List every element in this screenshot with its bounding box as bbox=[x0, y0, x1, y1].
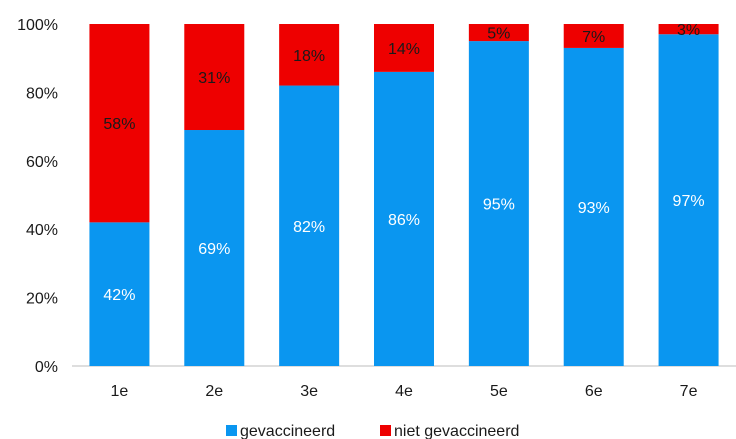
bar-segment-gevaccineerd bbox=[374, 71, 434, 366]
y-tick-label: 40% bbox=[26, 222, 58, 239]
x-tick-label: 3e bbox=[300, 383, 318, 400]
x-tick-label: 1e bbox=[111, 383, 129, 400]
bar-segment-niet-gevaccineerd bbox=[374, 24, 434, 72]
y-tick-label: 60% bbox=[26, 154, 58, 171]
bar-segment-gevaccineerd bbox=[563, 47, 624, 366]
bar-segment-gevaccineerd bbox=[468, 41, 529, 366]
y-tick-label: 100% bbox=[17, 17, 58, 34]
data-label: 95% bbox=[483, 197, 515, 214]
x-tick-label: 5e bbox=[490, 383, 508, 400]
legend: gevaccineerd niet gevaccineerd bbox=[226, 423, 519, 439]
data-label: 58% bbox=[103, 116, 135, 133]
bar-segment-niet-gevaccineerd bbox=[279, 24, 340, 86]
bar-segment-niet-gevaccineerd bbox=[89, 24, 150, 223]
x-tick-label: 7e bbox=[680, 383, 698, 400]
y-tick-label: 20% bbox=[26, 291, 58, 308]
bar-segment-niet-gevaccineerd bbox=[184, 24, 245, 131]
bar-segment-niet-gevaccineerd bbox=[563, 24, 624, 48]
y-tick-label: 80% bbox=[26, 85, 58, 102]
data-label: 69% bbox=[198, 241, 230, 258]
data-label: 3% bbox=[677, 22, 700, 39]
bar-segment-gevaccineerd bbox=[89, 222, 150, 366]
data-label: 5% bbox=[487, 26, 510, 43]
data-label: 93% bbox=[578, 200, 610, 217]
legend-label: gevaccineerd bbox=[240, 423, 335, 439]
x-tick-label: 4e bbox=[395, 383, 413, 400]
data-label: 42% bbox=[103, 287, 135, 304]
bar-segment-niet-gevaccineerd bbox=[658, 24, 719, 35]
bar-segment-gevaccineerd bbox=[279, 85, 340, 366]
legend-swatch bbox=[226, 425, 237, 436]
y-tick-label: 0% bbox=[35, 359, 58, 376]
bar-segment-gevaccineerd bbox=[184, 130, 245, 366]
data-label: 31% bbox=[198, 70, 230, 87]
data-label: 18% bbox=[293, 48, 325, 65]
y-axis: 0% 20% 40% 60% 80% 100% bbox=[17, 17, 58, 376]
bars: 42% 58% 69% 31% 82% 18% 86% 14% 95% 5% 93% 7% 97% 3% bbox=[89, 22, 719, 366]
data-label: 14% bbox=[388, 41, 420, 58]
data-label: 97% bbox=[673, 193, 705, 210]
data-label: 7% bbox=[582, 29, 605, 46]
x-tick-label: 2e bbox=[205, 383, 223, 400]
legend-swatch bbox=[380, 425, 391, 436]
bar-segment-niet-gevaccineerd bbox=[468, 24, 529, 42]
bar-segment-gevaccineerd bbox=[658, 34, 719, 366]
x-tick-label: 6e bbox=[585, 383, 603, 400]
data-label: 86% bbox=[388, 212, 420, 229]
x-axis: 1e 2e 3e 4e 5e 6e 7e bbox=[111, 383, 698, 400]
data-label: 82% bbox=[293, 219, 325, 236]
legend-label: niet gevaccineerd bbox=[394, 423, 519, 439]
